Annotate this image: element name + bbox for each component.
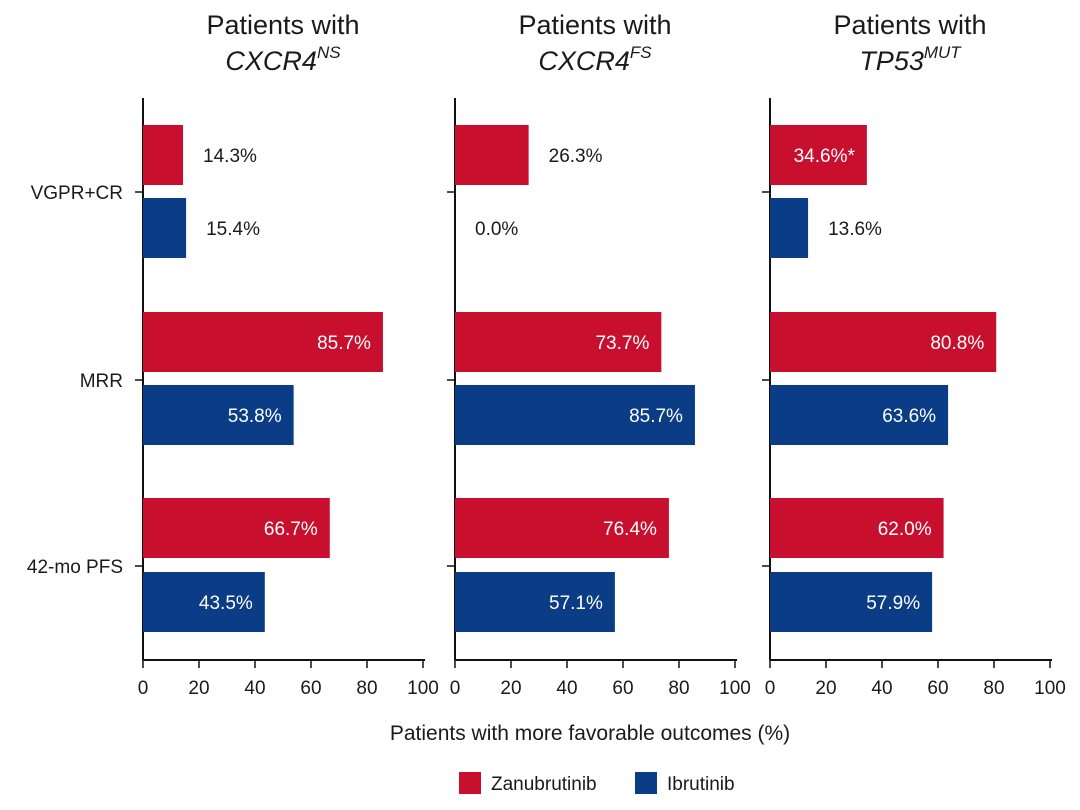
bar-value-label: 57.9% [866,593,920,614]
bar-value-label: 14.3% [203,146,257,167]
panel-title-gene-name: TP53 [859,46,924,76]
bar-zanubrutinib [143,125,184,185]
bar-zanubrutinib [143,312,383,372]
bar-value-label: 85.7% [317,333,371,354]
bar-ibrutinib [143,572,265,632]
bar-ibrutinib [770,572,933,632]
x-tick-label: 20 [188,678,209,699]
panel-title-gene: CXCR4FS [538,43,652,76]
category-label: MRR [80,371,123,392]
category-label: 42-mo PFS [27,557,123,578]
legend: Zanubrutinib Ibrutinib [459,772,735,795]
bar-value-label: 85.7% [629,406,683,427]
bar-ibrutinib [770,198,809,258]
legend-label: Ibrutinib [667,774,735,795]
bar-value-label: 53.8% [228,406,282,427]
panel-title-superscript: NS [317,43,341,62]
x-tick-label: 60 [612,678,633,699]
panel-title-gene: TP53MUT [859,43,962,76]
bar-value-label: 66.7% [264,519,318,540]
x-tick-label: 60 [927,678,948,699]
bar-ibrutinib [143,198,187,258]
bar-value-label: 13.6% [828,219,882,240]
bar-zanubrutinib [143,498,330,558]
legend-label: Zanubrutinib [491,774,597,795]
bar-value-label: 43.5% [199,593,253,614]
x-tick-label: 40 [244,678,265,699]
x-tick-label: 40 [556,678,577,699]
bar-zanubrutinib [455,312,662,372]
bar-value-label: 63.6% [882,406,936,427]
panel-title-superscript: MUT [924,43,962,62]
panel-title-line1: Patients with [833,10,986,40]
bar-value-label: 73.7% [595,333,649,354]
legend-swatch-zanubrutinib [459,772,481,794]
bar-value-label: 57.1% [549,593,603,614]
x-axis-label: Patients with more favorable outcomes (%… [390,722,790,745]
bar-value-label: 15.4% [206,219,260,240]
x-tick-label: 80 [668,678,689,699]
bar-ibrutinib [770,385,949,445]
x-tick-label: 0 [765,678,776,699]
bar-ibrutinib [455,385,695,445]
x-tick-label: 100 [1034,678,1066,699]
bar-value-label: 34.6%* [794,146,856,167]
x-tick-label: 80 [983,678,1004,699]
bar-value-label: 26.3% [549,146,603,167]
panel-title-gene-name: CXCR4 [225,46,317,76]
panel-title-line1: Patients with [206,10,359,40]
bar-value-label: 62.0% [878,519,932,540]
x-tick-label: 0 [138,678,149,699]
panel-title-gene: CXCR4NS [225,43,341,76]
x-tick-label: 100 [407,678,439,699]
bar-zanubrutinib [770,498,944,558]
x-tick-label: 100 [719,678,751,699]
bar-value-label: 80.8% [930,333,984,354]
x-tick-label: 40 [871,678,892,699]
bar-value-label: 76.4% [603,519,657,540]
bar-zanubrutinib [770,312,997,372]
bar-ibrutinib [143,385,294,445]
bar-zanubrutinib [770,125,867,185]
bar-value-label: 0.0% [475,219,518,240]
x-tick-label: 20 [815,678,836,699]
bar-zanubrutinib [455,498,669,558]
x-tick-label: 0 [450,678,461,699]
x-tick-label: 60 [300,678,321,699]
panel-title-line1: Patients with [518,10,671,40]
category-label: VGPR+CR [31,183,123,204]
bar-zanubrutinib [455,125,529,185]
legend-swatch-ibrutinib [635,772,657,794]
bar-ibrutinib [455,572,615,632]
x-tick-label: 80 [356,678,377,699]
panel-title-superscript: FS [630,43,652,62]
x-tick-label: 20 [500,678,521,699]
panel-title-gene-name: CXCR4 [538,46,630,76]
